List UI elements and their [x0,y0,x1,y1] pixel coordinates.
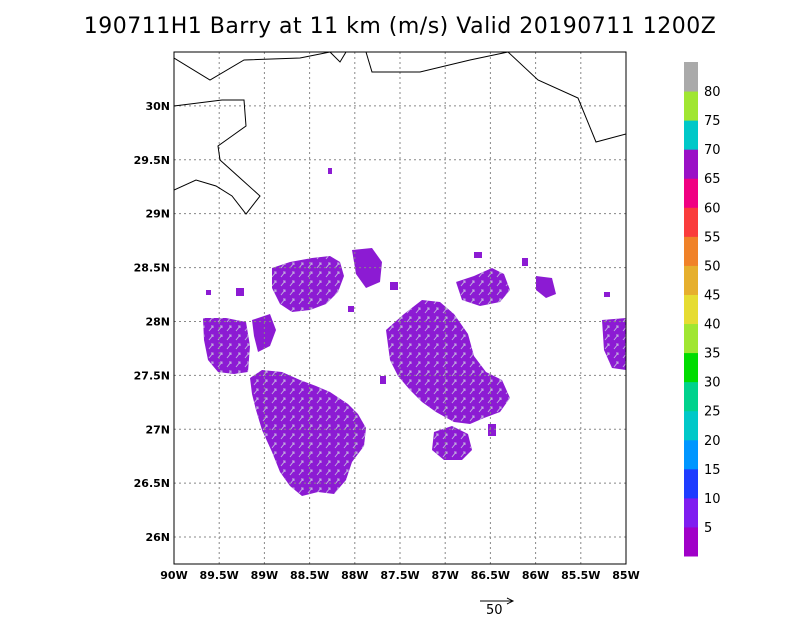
wind-patch-east-small [536,276,556,298]
longitude-axis: 90W 89.5W 89W 88.5W 88W 87.5W 87W 86.5W 86W 85.5W… [160,569,639,582]
latitude-tick-label: 29N [145,208,170,221]
latitude-tick-label: 27.5N [134,369,170,382]
colorbar-label: 10 [704,492,721,507]
colorbar-segment [684,410,698,441]
colorbar-segment [684,62,698,92]
colorbar-label: 20 [704,434,721,449]
longitude-tick-label: 86W [522,569,549,582]
colorbar-segment [684,149,698,179]
latitude-axis: 26N 26.5N 27N 27.5N 28N 28.5N 29N 29.5N 30N [134,100,170,544]
colorbar-segment [684,497,698,528]
longitude-tick-label: 87W [431,569,458,582]
reference-vector-label: 50 [486,603,503,618]
plot-frame [173,51,627,565]
colorbar-label: 50 [704,259,721,274]
wind-patch-small-2 [352,248,382,288]
colorbar: 5 10 15 20 25 30 35 40 45 50 55 60 65 70 75 80 [684,62,721,557]
colorbar-label: 25 [704,405,721,420]
colorbar-segment [684,381,698,412]
map-title: 190711H1 Barry at 11 km (m/s) Valid 2019… [83,14,717,39]
longitude-tick-label: 90W [160,569,187,582]
colorbar-label: 15 [704,463,721,478]
colorbar-label: 70 [704,143,721,158]
reference-vector: 50 [480,597,515,618]
longitude-tick-label: 88W [341,569,368,582]
latitude-tick-label: 30N [145,100,170,113]
colorbar-segment [684,120,698,150]
colorbar-segment [684,323,698,354]
colorbar-segment [684,265,698,295]
longitude-tick-label: 89.5W [200,569,239,582]
colorbar-label: 65 [704,172,721,187]
colorbar-label: 60 [704,201,721,216]
longitude-tick-label: 85W [612,569,639,582]
longitude-tick-label: 89W [251,569,278,582]
longitude-tick-label: 88.5W [290,569,329,582]
colorbar-segment [684,294,698,325]
colorbar-label: 35 [704,347,721,362]
colorbar-label: 80 [704,85,721,100]
colorbar-label: 5 [704,521,712,536]
colorbar-segment [684,352,698,383]
longitude-tick-label: 87.5W [380,569,419,582]
colorbar-segment [684,468,698,499]
colorbar-label: 55 [704,230,721,245]
latitude-tick-label: 26.5N [134,477,170,490]
colorbar-segment [684,439,698,470]
colorbar-segment [684,207,698,237]
colorbar-label: 75 [704,114,721,129]
colorbar-label: 30 [704,376,721,391]
coastline [174,52,626,215]
colorbar-segment [684,526,698,557]
latitude-tick-label: 28.5N [134,262,170,275]
latitude-tick-label: 29.5N [134,154,170,167]
latitude-tick-label: 26N [145,531,170,544]
colorbar-segment [684,91,698,121]
longitude-tick-label: 86.5W [471,569,510,582]
colorbar-label: 45 [704,288,721,303]
wind-speed-field [203,168,626,496]
latitude-tick-label: 28N [145,315,170,328]
colorbar-segment [684,236,698,266]
colorbar-label: 40 [704,318,721,333]
longitude-tick-label: 85.5W [561,569,600,582]
arrow-head-icon [506,597,515,605]
colorbar-segment [684,178,698,208]
map-grid [174,52,626,564]
latitude-tick-label: 27N [145,423,170,436]
